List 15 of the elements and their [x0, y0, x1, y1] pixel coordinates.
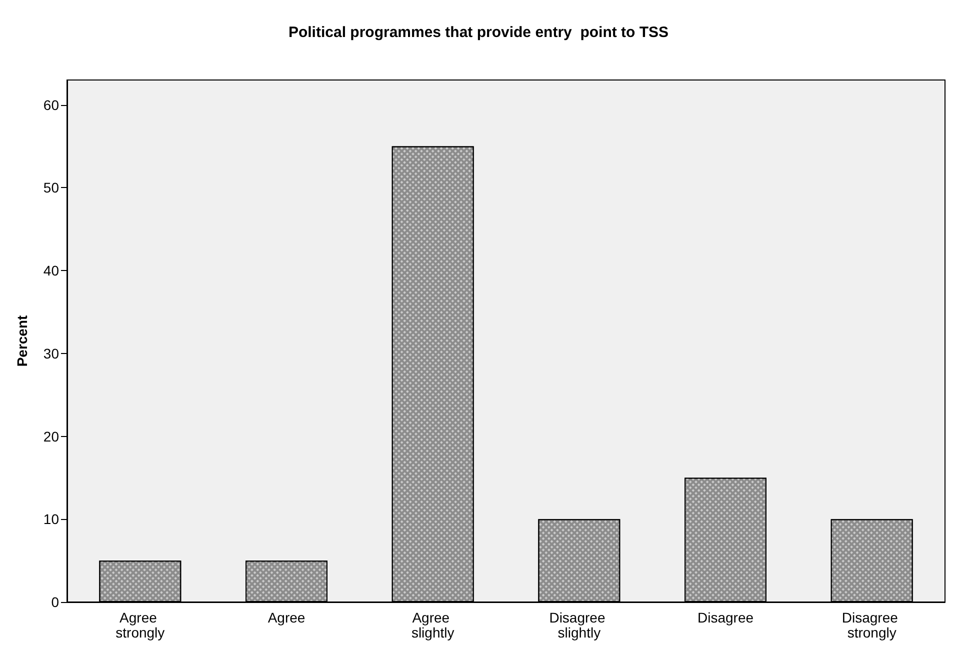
y-tick-label: 10 [43, 511, 60, 528]
x-tick-label: Disagree strongly [842, 610, 902, 640]
y-tick-label: 30 [43, 345, 60, 362]
x-tick-label: Agree slightly [411, 610, 454, 640]
y-tick-label: 50 [43, 180, 60, 196]
x-tick-label: Agree strongly [116, 610, 165, 640]
x-tick-label: Disagree slightly [549, 610, 610, 640]
x-tick-label: Agree [268, 610, 306, 626]
x-tick-label: Disagree [697, 610, 754, 626]
y-axis-title: Percent [14, 314, 30, 367]
y-tick-label: 60 [43, 96, 60, 113]
y-tick-label: 0 [51, 594, 60, 610]
y-tick-label: 40 [43, 262, 60, 279]
chart-title: Political programmes that provide entry point to TSS [288, 24, 669, 41]
y-tick-label: 20 [43, 428, 60, 444]
